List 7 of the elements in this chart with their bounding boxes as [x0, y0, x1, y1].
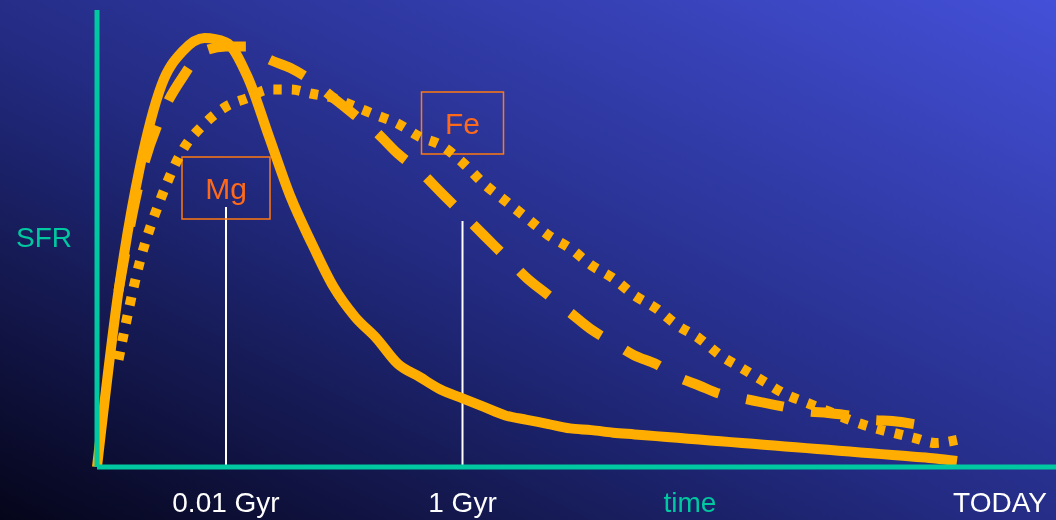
ref-line-label: Mg [205, 172, 247, 205]
x-tick-label: 1 Gyr [428, 487, 497, 518]
x-tick-label: TODAY [953, 487, 1048, 518]
x-tick-label: 0.01 Gyr [172, 487, 280, 518]
ref-line-label: Fe [444, 107, 481, 140]
x-axis-title: time [663, 487, 717, 518]
y-axis-title: SFR [16, 222, 72, 253]
